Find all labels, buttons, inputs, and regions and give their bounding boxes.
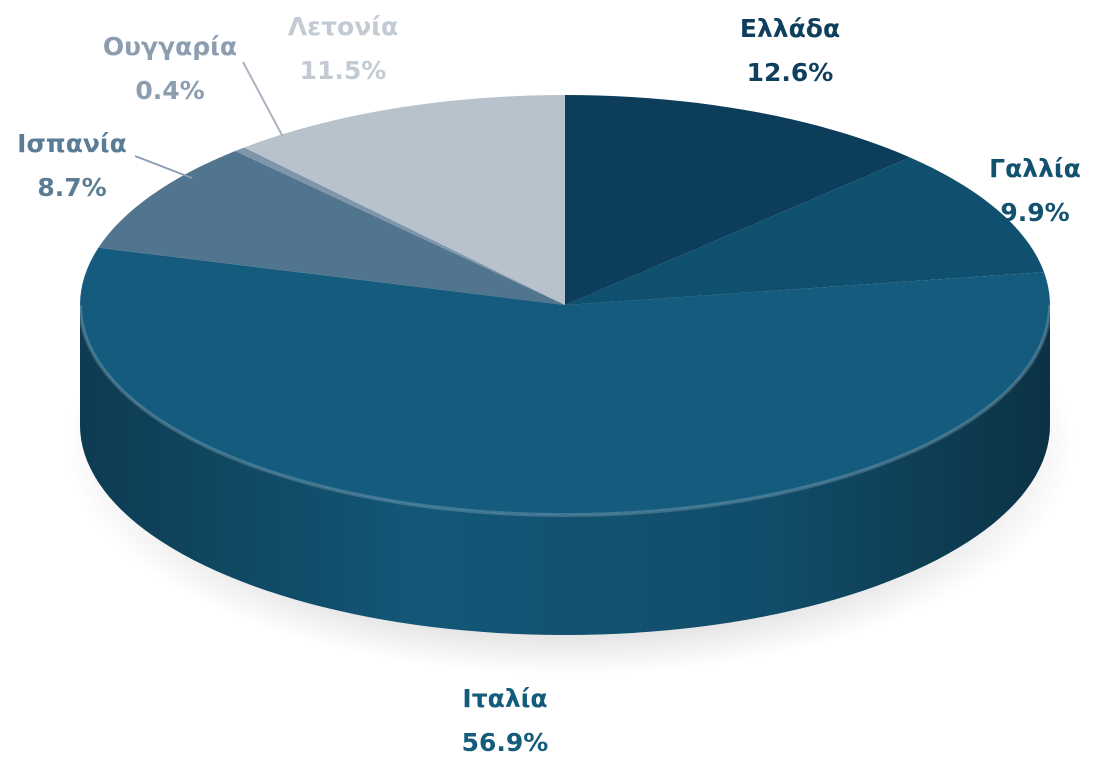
- labels: Ελλάδα 12.6% Γαλλία 9.9% Ιταλία 56.9% Ισπανία 8…: [17, 12, 1081, 757]
- pie-slice: [244, 95, 566, 305]
- leader-line: [242, 61, 284, 138]
- pie-slice: [235, 147, 566, 305]
- pie: [78, 95, 1052, 635]
- pie-slice: [565, 157, 1045, 305]
- slice-label-value: 12.6%: [747, 58, 834, 87]
- pie-slice: [98, 151, 566, 305]
- slice-label-value: 56.9%: [462, 728, 549, 757]
- slice-label-value: 0.4%: [135, 76, 204, 105]
- side-shade: [80, 305, 1050, 635]
- slice-label-name: Λετονία: [288, 12, 398, 41]
- pie-slice: [565, 95, 911, 305]
- slice-label-name: Γαλλία: [989, 154, 1081, 183]
- slice-label-name: Ουγγαρία: [103, 32, 237, 61]
- rim-highlight: [78, 304, 1052, 518]
- slice-label-value: 9.9%: [1000, 198, 1069, 227]
- slice-label-name: Ιταλία: [462, 684, 547, 713]
- leader-line: [134, 155, 193, 179]
- slice-label-name: Ελλάδα: [740, 14, 840, 43]
- slice-label-value: 8.7%: [37, 173, 106, 202]
- slice-label-value: 11.5%: [300, 56, 387, 85]
- pie-slice: [80, 247, 1050, 515]
- slice-label-name: Ισπανία: [17, 129, 127, 158]
